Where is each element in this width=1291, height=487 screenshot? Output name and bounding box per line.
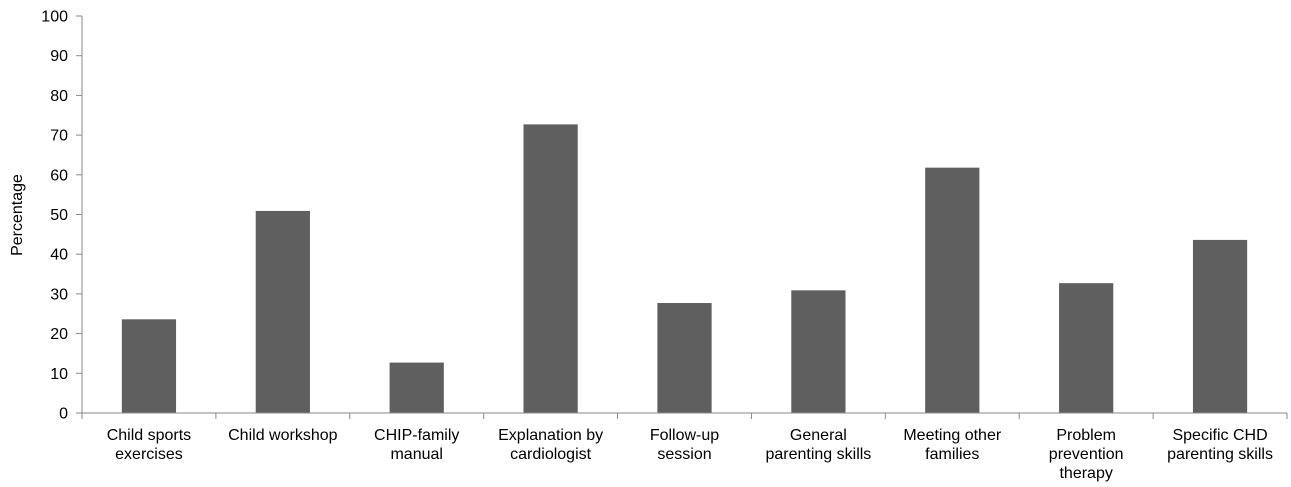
x-category-label-line: prevention xyxy=(1049,446,1124,463)
y-axis-label: Percentage xyxy=(9,174,26,256)
y-tick-label: 40 xyxy=(50,247,68,264)
x-axis: Child sports exercises Child workshop CHIP-… xyxy=(81,412,1288,482)
y-tick-label: 60 xyxy=(50,167,68,184)
x-category-label-line: CHIP-family xyxy=(374,427,459,444)
x-category-label: CHIP-family manual xyxy=(374,427,459,463)
x-category-label: General parenting skills xyxy=(765,427,871,463)
x-category-label-line: therapy xyxy=(1059,465,1112,482)
bar xyxy=(1059,283,1114,413)
bar xyxy=(657,303,712,413)
bar xyxy=(255,210,310,413)
x-category-label: Meeting other families xyxy=(903,427,1002,463)
x-category-label: Follow-up session xyxy=(650,427,719,463)
x-category-label-line: Follow-up xyxy=(650,427,719,444)
y-tick-label: 70 xyxy=(50,128,68,145)
x-category-label-line: Problem xyxy=(1056,427,1116,444)
bar xyxy=(1192,239,1248,413)
x-category-label-line: families xyxy=(925,446,979,463)
y-tick-label: 20 xyxy=(50,326,68,343)
x-category-label-line: manual xyxy=(390,446,442,463)
x-category-label: Explanation by cardiologist xyxy=(498,427,603,463)
y-tick-label: 100 xyxy=(41,9,68,26)
x-category-label-line: session xyxy=(657,446,711,463)
x-category-label-line: Child workshop xyxy=(228,427,337,444)
x-category-label-line: parenting skills xyxy=(765,446,871,463)
x-category-label-line: cardiologist xyxy=(510,446,591,463)
y-tick-label: 50 xyxy=(50,207,68,224)
bar xyxy=(791,290,846,413)
x-category-label-line: Specific CHD xyxy=(1172,427,1267,444)
bars xyxy=(121,124,1248,414)
bar xyxy=(389,362,444,413)
x-category-label: Child workshop xyxy=(228,427,337,444)
x-category-label-line: exercises xyxy=(115,446,183,463)
y-tick-label: 0 xyxy=(59,406,68,423)
x-category-label-line: General xyxy=(790,427,847,444)
x-category-label: Specific CHD parenting skills xyxy=(1167,427,1273,463)
x-category-label-line: Explanation by xyxy=(498,427,603,444)
x-category-label-line: parenting skills xyxy=(1167,446,1273,463)
x-category-label-line: Meeting other xyxy=(903,427,1002,444)
x-category-label: Problem prevention therapy xyxy=(1049,427,1124,482)
y-tick-label: 30 xyxy=(50,286,68,303)
y-tick-label: 10 xyxy=(50,366,68,383)
y-axis: 0 10 20 30 40 50 60 70 80 90 100 xyxy=(41,9,83,423)
bar xyxy=(121,319,177,413)
y-tick-label: 80 xyxy=(50,88,68,105)
x-category-label: Child sports exercises xyxy=(107,427,191,463)
bar xyxy=(523,124,578,414)
bar xyxy=(925,167,980,413)
y-tick-label: 90 xyxy=(50,48,68,65)
x-category-label-line: Child sports xyxy=(107,427,191,444)
